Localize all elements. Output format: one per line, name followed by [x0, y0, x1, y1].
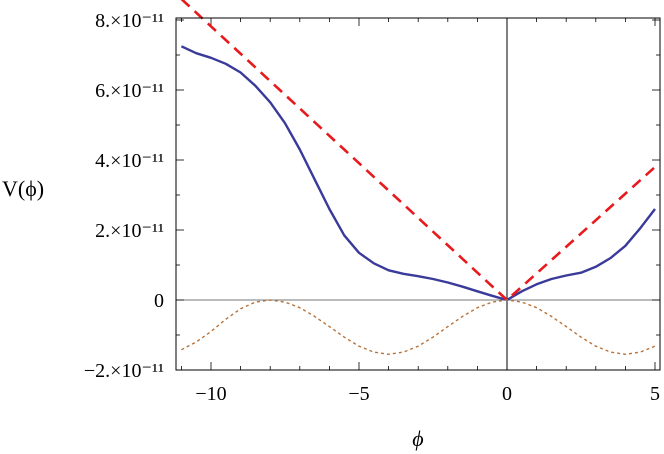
y-tick-label: −2.×10⁻¹¹	[84, 360, 164, 382]
x-tick-label: 5	[650, 383, 660, 405]
tick-labels: −10 −5 0 5 −2.×10⁻¹¹ 0 2.×10⁻¹¹ 4.×10⁻¹¹ 6.×10⁻¹…	[84, 10, 660, 405]
y-tick-label: 6.×10⁻¹¹	[95, 80, 164, 102]
plot-frame	[175, 17, 661, 371]
y-tick-label: 4.×10⁻¹¹	[95, 150, 164, 172]
chart-series	[180, 0, 656, 355]
y-tick-label: 0	[154, 290, 164, 312]
x-tick-label: −5	[348, 383, 369, 405]
dotted-series-line	[181, 299, 656, 355]
x-tick-label: −10	[195, 383, 226, 405]
y-tick-label: 8.×10⁻¹¹	[95, 10, 164, 32]
axis-ticks	[176, 18, 660, 371]
y-axis-title: V(ϕ)	[2, 176, 44, 201]
plot-border	[175, 17, 661, 371]
solid-series-line	[180, 45, 656, 302]
y-tick-label: 2.×10⁻¹¹	[95, 220, 164, 242]
x-tick-label: 0	[502, 383, 512, 405]
dashed-series-line	[180, 0, 656, 302]
x-axis-title: ϕ	[412, 426, 423, 451]
